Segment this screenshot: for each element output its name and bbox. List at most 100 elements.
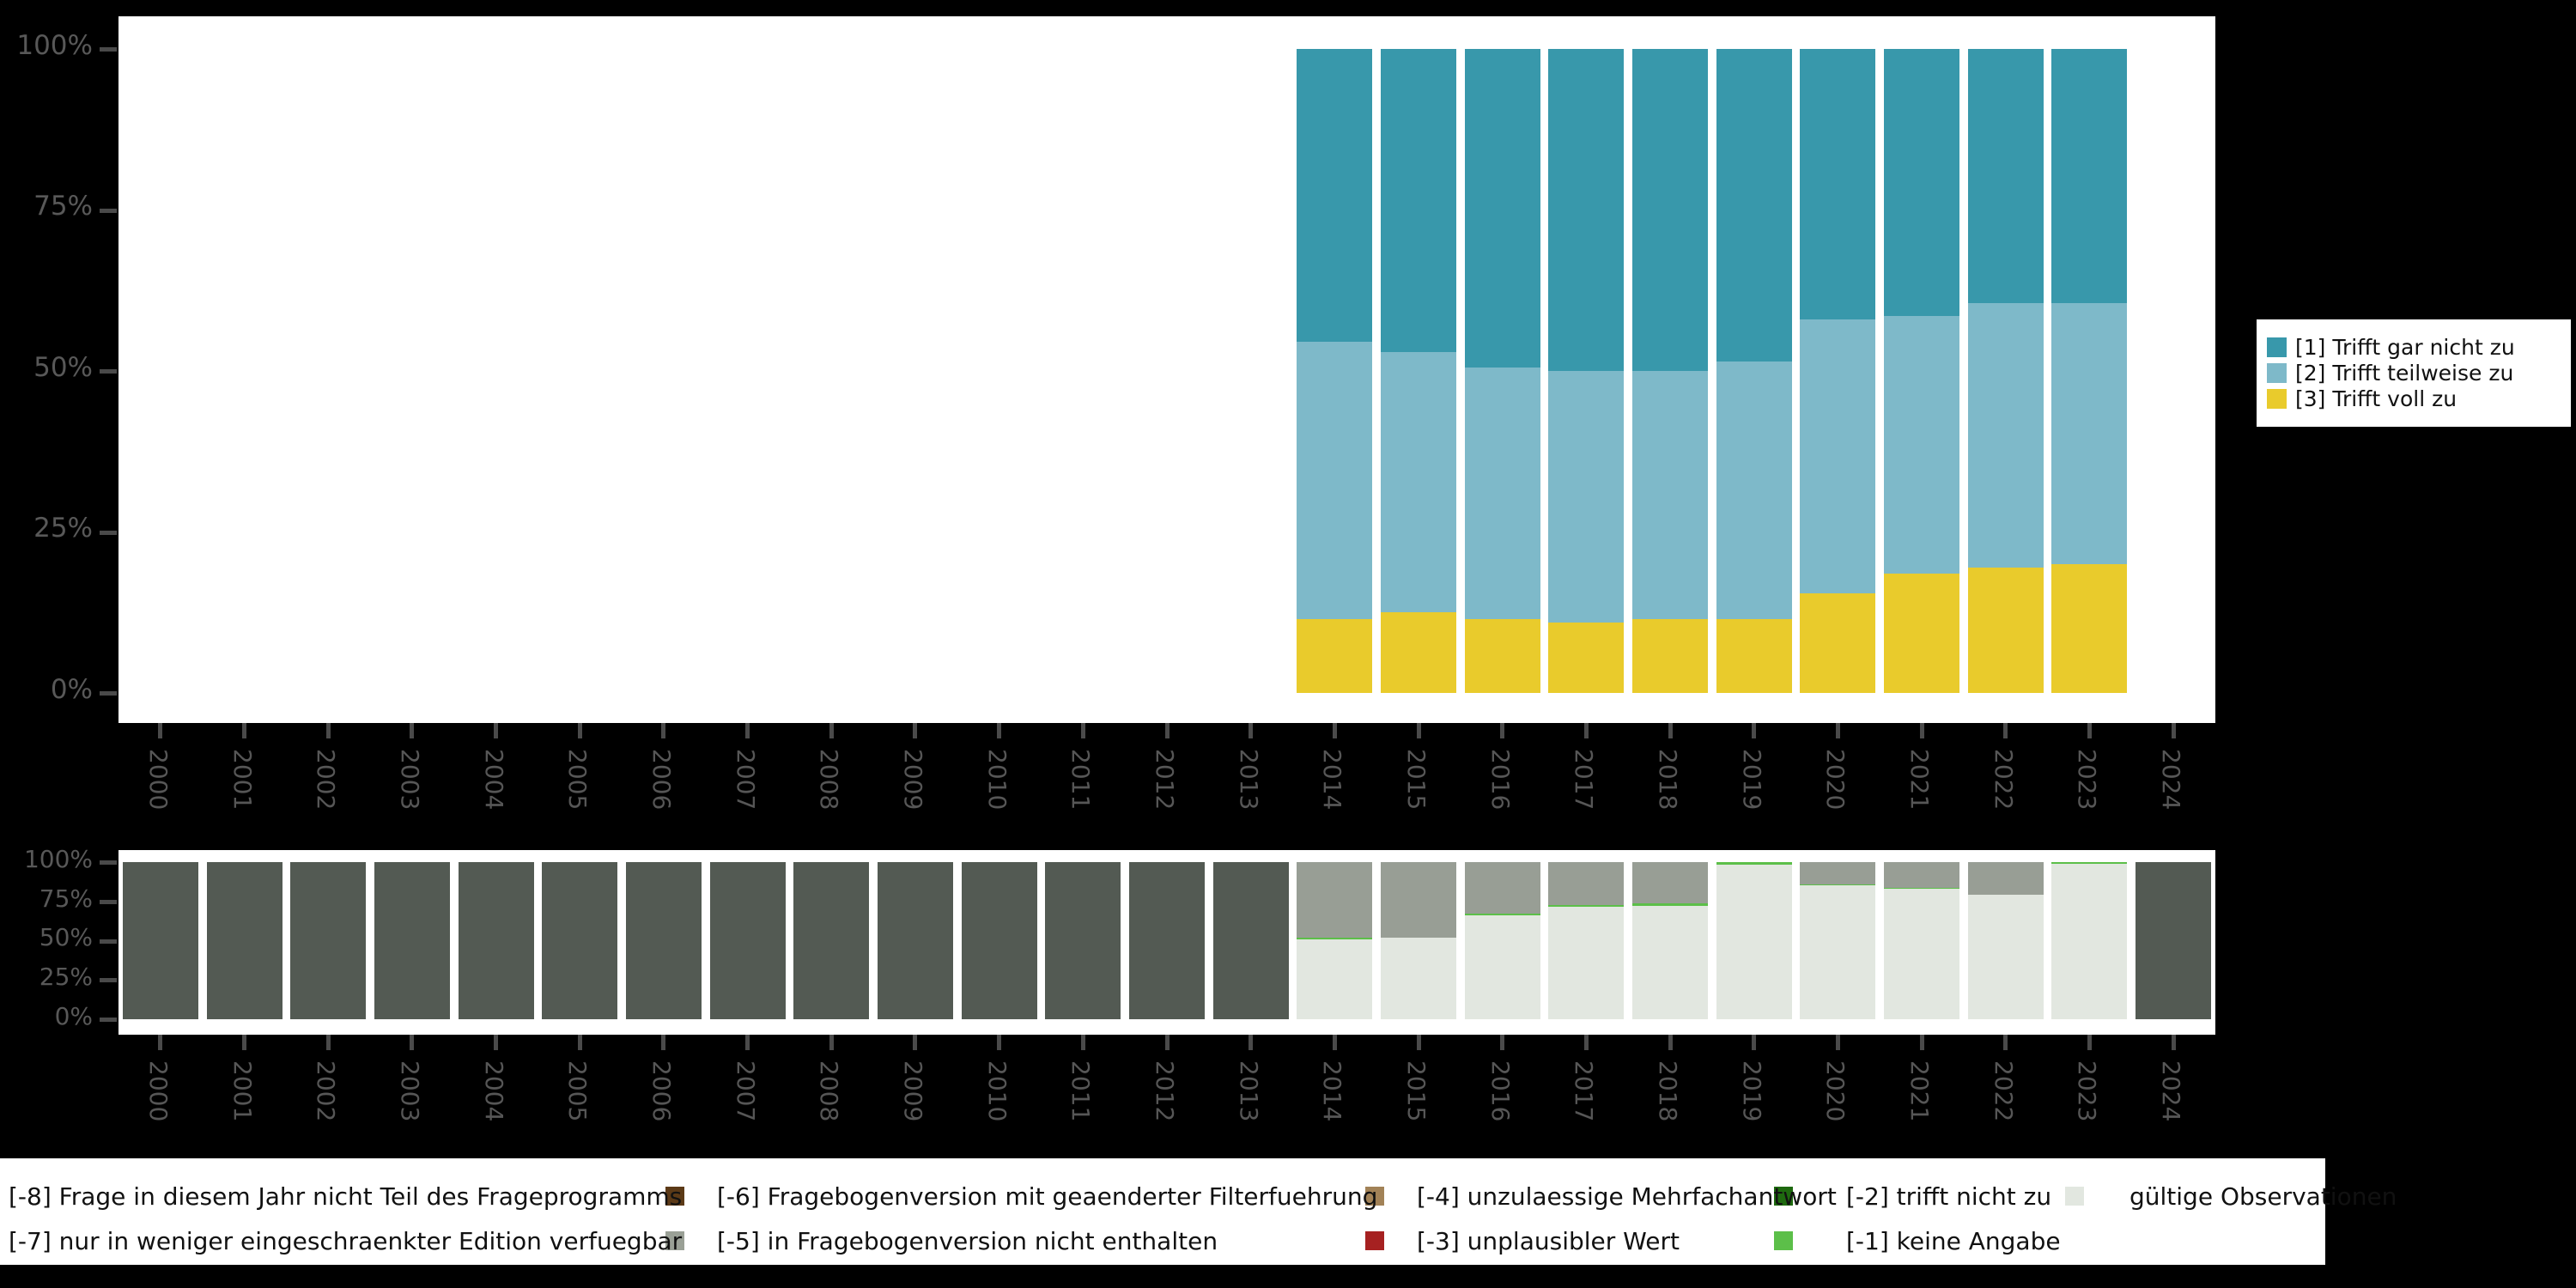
bar-segment-2009 (877, 862, 953, 1019)
bar-segment-2013 (1212, 862, 1289, 1019)
bar-segment-2016 (1464, 618, 1540, 693)
x-axis-year-label: 2017 (1570, 1060, 1599, 1122)
x-axis-year-label: 2024 (2157, 749, 2186, 811)
x-axis-year-label: 2018 (1654, 749, 1683, 811)
x-axis-year-label: 2023 (2073, 1060, 2102, 1122)
bar-segment-2015 (1381, 937, 1457, 1019)
bar-segment-2014 (1297, 342, 1373, 619)
missing-legend-swatch-cell (665, 1174, 717, 1218)
bar-segment-2002 (290, 862, 367, 1019)
x-axis-year-label: 2019 (1737, 1060, 1766, 1122)
answer-legend: [1] Trifft gar nicht zu [2] Trifft teilwe… (2257, 319, 2571, 427)
x-tick (1500, 1035, 1505, 1050)
bar-segment-2021 (1884, 574, 1960, 693)
y-tick (100, 899, 117, 904)
x-axis-year-label: 2006 (647, 1060, 676, 1122)
x-axis-year-label: 2011 (1066, 1060, 1096, 1122)
bar-segment-2018 (1632, 371, 1709, 619)
x-axis-year-label: 2016 (1485, 1060, 1515, 1122)
x-axis-year-label: 2012 (1151, 1060, 1179, 1122)
x-axis-year-label: 2014 (1318, 1060, 1347, 1122)
missing-legend-swatch-cell (2065, 1174, 2129, 1218)
bar-segment-2008 (793, 862, 870, 1019)
x-tick (1164, 1035, 1170, 1050)
y-tick (100, 939, 117, 944)
bar-segment-2023 (2051, 863, 2128, 1019)
x-axis-year-label: 2000 (143, 749, 173, 811)
x-tick (745, 1035, 750, 1050)
x-tick (1164, 723, 1170, 738)
x-axis-year-label: 2008 (815, 749, 844, 811)
bar-segment-2006 (625, 862, 702, 1019)
bar-segment-2021 (1884, 889, 1960, 1019)
y-axis-tick-label: 0% (54, 1001, 93, 1030)
answer-legend-entry: [3] Trifft voll zu (2267, 386, 2561, 411)
bar-segment-2014 (1297, 862, 1373, 938)
x-tick (2003, 1035, 2008, 1050)
bar-segment-2011 (1045, 862, 1121, 1019)
bar-segment-2023 (2051, 862, 2128, 864)
legend-swatch (2267, 337, 2287, 357)
x-axis-year-label: 2002 (312, 749, 341, 811)
x-tick (661, 723, 666, 738)
x-axis-year-label: 2001 (228, 1060, 257, 1122)
bar-segment-2017 (1548, 371, 1625, 623)
legend-label: [-5] in Fragebogenversion nicht enthalte… (717, 1226, 1218, 1255)
bar-segment-2000 (122, 862, 198, 1019)
x-axis-year-label: 2005 (563, 749, 592, 811)
x-tick (1416, 1035, 1421, 1050)
missing-legend-swatch-cell (1365, 1174, 1417, 1218)
x-tick (913, 1035, 918, 1050)
bar-segment-2020 (1800, 885, 1876, 1019)
x-axis-year-label: 2023 (2073, 749, 2102, 811)
y-axis-tick-label: 50% (33, 351, 93, 383)
missing-legend-swatch-cell (2065, 1218, 2129, 1263)
x-tick (410, 1035, 415, 1050)
x-tick (325, 723, 331, 738)
bar-segment-2022 (1967, 49, 2044, 304)
bar-segment-2015 (1381, 49, 1457, 352)
bar-segment-2022 (1967, 862, 2044, 896)
y-tick (100, 208, 117, 213)
bar-segment-2016 (1464, 915, 1540, 1019)
bar-segment-2016 (1464, 49, 1540, 368)
bar-segment-2016 (1464, 914, 1540, 916)
bar-segment-2021 (1884, 49, 1960, 317)
x-axis-year-label: 2011 (1066, 749, 1096, 811)
x-tick (745, 723, 750, 738)
x-tick (1919, 723, 1924, 738)
legend-label: [-7] nur in weniger eingeschraenkter Edi… (9, 1226, 683, 1255)
x-axis-year-label: 2018 (1654, 1060, 1683, 1122)
x-tick (577, 1035, 582, 1050)
missing-legend-label-cell: [-7] nur in weniger eingeschraenkter Edi… (9, 1218, 682, 1263)
y-axis-tick-label: 75% (33, 191, 93, 222)
missing-legend-swatch-cell (1774, 1218, 1846, 1263)
bar-segment-2018 (1632, 906, 1709, 1019)
missing-legend-swatch-cell (1774, 1174, 1846, 1218)
missing-legend-swatch-cell (665, 1218, 717, 1263)
x-axis-year-label: 2010 (982, 1060, 1012, 1122)
y-axis-tick-label: 0% (50, 673, 93, 705)
bottom-chart-panel (118, 850, 2215, 1035)
legend-swatch (2065, 1187, 2084, 1206)
x-tick (2003, 723, 2008, 738)
x-axis-year-label: 2000 (143, 1060, 173, 1122)
bar-segment-2022 (1967, 895, 2044, 1019)
bar-segment-2017 (1548, 622, 1625, 693)
bar-segment-2015 (1381, 862, 1457, 938)
bar-segment-2021 (1884, 888, 1960, 890)
x-axis-year-label: 2008 (815, 1060, 844, 1122)
x-tick (829, 1035, 834, 1050)
x-axis-year-label: 2020 (1821, 749, 1850, 811)
missing-legend-label-cell (2129, 1218, 2397, 1263)
x-tick (158, 1035, 163, 1050)
bar-segment-2023 (2051, 303, 2128, 564)
bar-segment-2020 (1800, 592, 1876, 693)
answer-legend-entry: [1] Trifft gar nicht zu (2267, 334, 2561, 360)
x-axis-year-label: 2013 (1234, 749, 1263, 811)
bar-segment-2021 (1884, 316, 1960, 574)
x-tick (1249, 1035, 1254, 1050)
legend-label: [2] Trifft teilweise zu (2295, 360, 2514, 386)
x-axis-year-label: 2015 (1402, 1060, 1431, 1122)
legend-swatch (2267, 388, 2287, 409)
